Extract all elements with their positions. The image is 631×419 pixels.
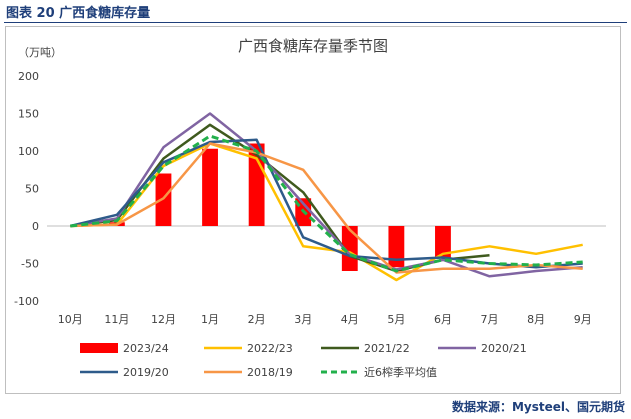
x-tick-label: 9月 — [574, 313, 592, 326]
title-rule — [4, 22, 627, 23]
legend-label: 近6榨季平均值 — [364, 365, 437, 379]
x-tick-label: 2月 — [248, 313, 266, 326]
legend-swatch — [80, 343, 118, 353]
legend-label: 2019/20 — [123, 366, 169, 379]
x-tick-label: 3月 — [294, 313, 312, 326]
y-tick-label: 0 — [32, 220, 39, 233]
x-tick-label: 4月 — [341, 313, 359, 326]
chart-frame: 广西食糖库存量季节图 （万吨） -100 -50 0 50 100 150 200 10月 11… — [5, 26, 621, 394]
x-tick-label: 7月 — [481, 313, 499, 326]
bar — [202, 148, 218, 226]
x-tick-label: 5月 — [387, 313, 405, 326]
legend-label: 2022/23 — [247, 342, 293, 355]
y-tick-label: -100 — [14, 295, 39, 308]
x-tick-label: 11月 — [104, 313, 129, 326]
series-line — [70, 142, 583, 274]
axes: -100 -50 0 50 100 150 200 10月 11月 12月 1月 2月 3月 4月 5月 6月… — [14, 70, 606, 326]
series-line — [70, 142, 583, 282]
y-tick-label: 200 — [18, 70, 39, 83]
series-line — [70, 112, 583, 278]
x-tick-label: 6月 — [434, 313, 452, 326]
line-series — [70, 112, 583, 282]
legend-label: 2021/22 — [364, 342, 410, 355]
season-chart: 广西食糖库存量季节图 （万吨） -100 -50 0 50 100 150 200 10月 11… — [14, 37, 606, 379]
legend-label: 2020/21 — [481, 342, 527, 355]
figure-title: 图表 20 广西食糖库存量 — [6, 6, 151, 21]
x-tick-label: 12月 — [151, 313, 176, 326]
x-tick-label: 10月 — [58, 313, 83, 326]
legend-label: 2018/19 — [247, 366, 293, 379]
legend: 2023/24 2022/23 2021/22 2020/21 2019/20 2018/… — [80, 342, 527, 379]
y-tick-label: 150 — [18, 108, 39, 121]
series-line — [70, 138, 583, 269]
series-line — [70, 134, 583, 273]
y-tick-label: 50 — [25, 183, 39, 196]
y-tick-label: -50 — [21, 258, 39, 271]
x-tick-label: 1月 — [201, 313, 219, 326]
legend-label: 2023/24 — [123, 342, 169, 355]
bar — [435, 226, 451, 258]
chart-title: 广西食糖库存量季节图 — [238, 37, 388, 55]
bar — [341, 226, 358, 271]
y-unit-label: （万吨） — [18, 46, 62, 59]
source-note: 数据来源：Mysteel、国元期货 — [451, 400, 625, 414]
y-tick-label: 100 — [18, 145, 39, 158]
x-tick-label: 8月 — [527, 313, 545, 326]
bar — [388, 226, 405, 268]
